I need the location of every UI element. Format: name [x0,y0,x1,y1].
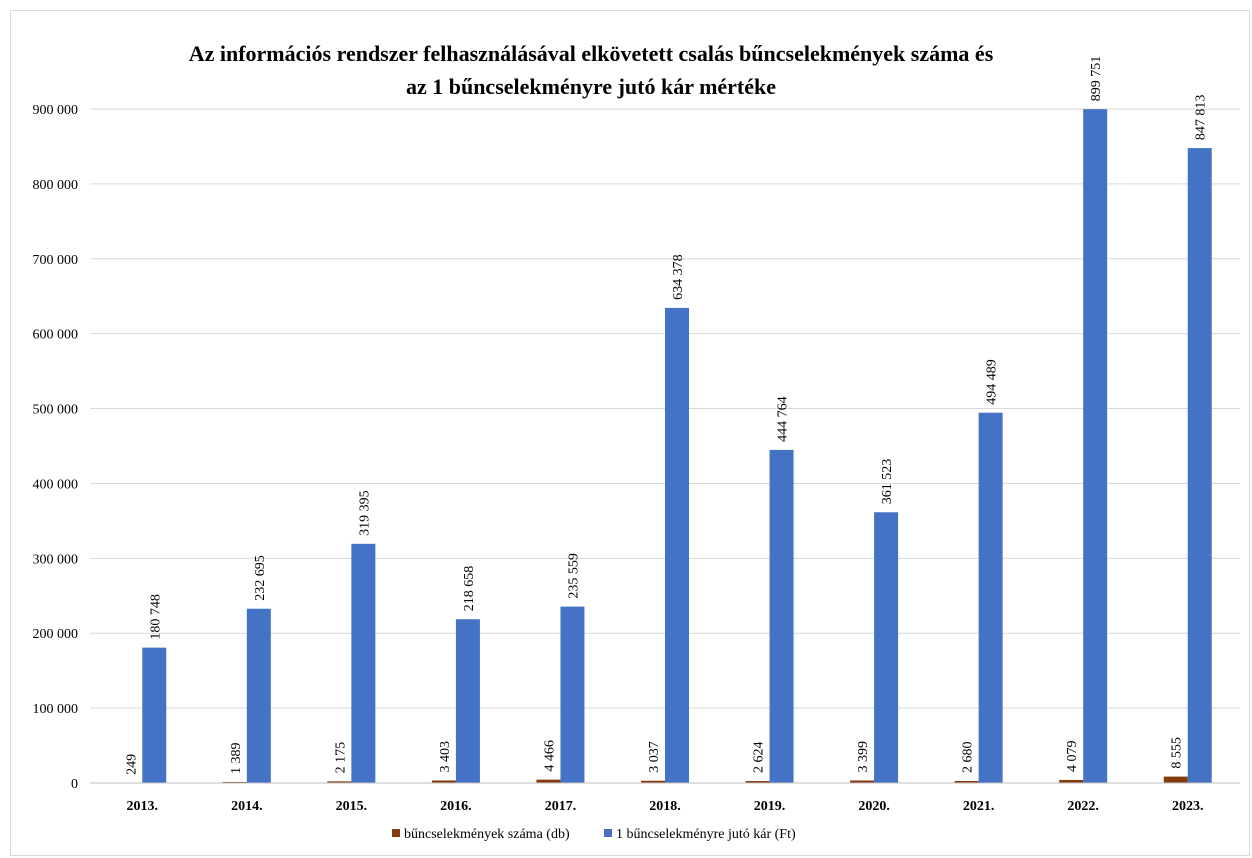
x-category-label: 2021. [963,799,995,814]
x-category-label: 2023. [1172,799,1204,814]
data-label-count: 1 389 [229,742,244,774]
bar-kar [351,543,376,783]
y-tick-label: 500 000 [33,403,79,418]
legend: bűncselekmények száma (db) 1 bűncselekmén… [392,827,796,842]
bar-kar [769,449,794,783]
x-category-label: 2014. [231,799,263,814]
bar-bunselekmenyek-szama [222,781,247,783]
chart-title-line-2: az 1 bűncselekményre jutó kár mértéke [406,74,776,99]
bar-bunselekmenyek-szama [850,780,875,783]
bar-kar [246,608,271,783]
legend-swatch-damage [604,829,612,837]
x-category-label: 2013. [127,799,159,814]
bar-kar [978,412,1003,783]
legend-swatch-count [392,829,400,837]
data-label-damage: 899 751 [1089,56,1104,102]
y-tick-label: 900 000 [33,103,79,118]
data-label-count: 249 [124,754,139,775]
bar-bunselekmenyek-szama [431,780,456,783]
data-label-damage: 634 378 [671,254,686,300]
data-label-damage: 319 395 [357,490,372,536]
y-tick-label: 100 000 [33,702,79,717]
bar-bunselekmenyek-szama [954,780,979,783]
legend-label-count: bűncselekmények száma (db) [404,827,570,842]
data-label-damage: 218 658 [462,566,477,611]
data-label-damage: 232 695 [253,555,268,601]
data-label-damage: 361 523 [880,459,895,505]
x-category-label: 2018. [649,799,681,814]
bar-bunselekmenyek-szama [536,779,561,783]
x-category-label: 2016. [440,799,472,814]
chart-title-line-1: Az információs rendszer felhasználásával… [189,41,994,66]
bar-bunselekmenyek-szama [327,781,352,783]
bar-kar [1187,148,1212,783]
bar-bunselekmenyek-szama [1059,779,1084,783]
legend-label-damage: 1 bűncselekményre jutó kár (Ft) [616,827,796,842]
bar-bunselekmenyek-szama [1163,776,1188,783]
x-category-label: 2022. [1067,799,1099,814]
data-label-damage: 444 764 [776,396,791,442]
data-label-count: 3 037 [647,741,662,773]
bar-kar [455,619,480,783]
data-label-count: 3 403 [438,741,453,773]
data-labels: 249 180 748 1 389 232 695 2 175 319 395 3 403 2… [124,56,1208,775]
y-tick-label: 600 000 [33,328,79,343]
data-label-count: 2 624 [752,742,767,774]
x-category-label: 2019. [754,799,786,814]
y-tick-label: 0 [71,777,78,792]
bars [118,109,1212,784]
x-category-label: 2017. [545,799,577,814]
y-tick-label: 400 000 [33,477,79,492]
x-category-label: 2015. [336,799,368,814]
y-tick-label: 800 000 [33,178,79,193]
data-label-count: 8 555 [1170,737,1185,769]
bar-kar [665,307,689,783]
data-label-count: 3 399 [856,741,871,773]
y-tick-label: 200 000 [33,627,79,642]
data-label-count: 4 466 [542,740,557,772]
axes: 0 100 000 200 000 300 000 400 000 500 000 600 … [33,103,1240,814]
bar-kar [142,647,167,783]
y-tick-label: 700 000 [33,253,79,268]
chart-frame [10,10,1250,856]
bar-kar [1083,109,1108,784]
x-category-label: 2020. [858,799,890,814]
data-label-count: 2 175 [333,742,348,774]
bar-bunselekmenyek-szama [641,780,665,783]
data-label-count: 2 680 [961,741,976,773]
data-label-damage: 847 813 [1194,95,1209,141]
bar-kar [560,606,585,783]
y-tick-label: 300 000 [33,552,79,567]
bar-bunselekmenyek-szama [745,781,770,783]
data-label-count: 4 079 [1065,740,1080,772]
bar-kar [874,512,899,783]
data-label-damage: 180 748 [148,594,163,640]
data-label-damage: 494 489 [985,359,1000,405]
data-label-damage: 235 559 [566,553,581,599]
